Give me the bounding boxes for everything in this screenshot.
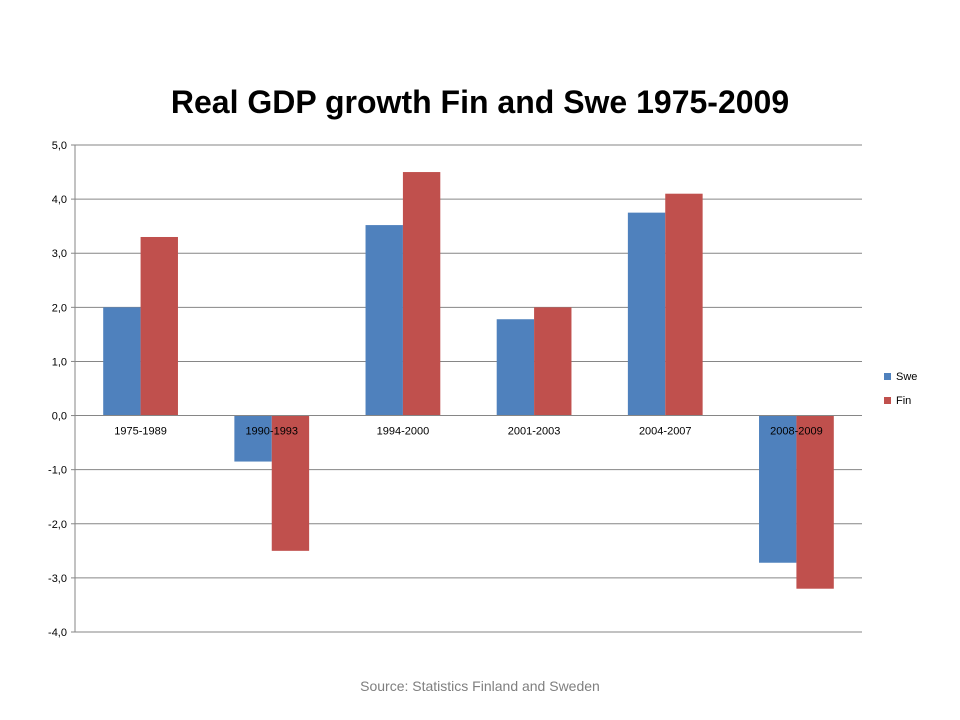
y-tick-label: -3,0: [48, 573, 67, 585]
legend-label-swe: Swe: [896, 371, 917, 383]
y-tick-label: 5,0: [52, 140, 67, 152]
x-tick-label: 2001-2003: [508, 426, 561, 438]
legend: Swe Fin: [884, 371, 917, 407]
legend-swatch-swe: [884, 373, 891, 380]
bar-fin-2001-2003: [534, 307, 572, 416]
bar-swe-2004-2007: [627, 212, 666, 416]
gridlines: [75, 144, 862, 633]
bar-fin-1975-1989: [140, 236, 178, 416]
bar-swe-2008-2009: [759, 415, 797, 563]
bar-swe-1994-2000: [365, 225, 403, 416]
y-tick-label: 3,0: [52, 248, 67, 260]
x-tick-label: 2004-2007: [639, 426, 692, 438]
legend-swatch-fin: [884, 397, 891, 404]
y-tick-label: -4,0: [48, 627, 67, 639]
y-tick-label: 0,0: [52, 411, 67, 423]
bar-fin-2004-2007: [665, 193, 703, 416]
bar-swe-1975-1989: [103, 307, 141, 416]
bars: [103, 172, 834, 589]
y-tick-label: -1,0: [48, 465, 67, 477]
legend-label-fin: Fin: [896, 395, 911, 407]
source-note: Source: Statistics Finland and Sweden: [360, 678, 600, 694]
bar-swe-1990-1993: [234, 415, 272, 462]
x-tick-label: 2008-2009: [770, 426, 823, 438]
y-tick-label: -2,0: [48, 519, 67, 531]
bar-fin-1990-1993: [271, 415, 310, 551]
bar-fin-2008-2009: [796, 415, 834, 589]
y-tick-label: 1,0: [52, 356, 67, 368]
chart-title: Real GDP growth Fin and Swe 1975-2009: [170, 84, 790, 120]
y-tick-label: 4,0: [52, 194, 67, 206]
x-tick-label: 1994-2000: [377, 426, 430, 438]
bar-swe-2001-2003: [496, 319, 535, 416]
bar-fin-1994-2000: [402, 172, 441, 416]
axes: [71, 144, 862, 633]
y-tick-labels: 5,0 4,0 3,0 2,0 1,0 0,0 -1,0 -2,0 -3,0 -4,0: [48, 140, 67, 639]
x-tick-label: 1975-1989: [114, 426, 167, 438]
y-tick-label: 2,0: [52, 302, 67, 314]
x-tick-label: 1990-1993: [245, 426, 298, 438]
x-tick-labels: 1975-1989 1990-1993 1994-2000 2001-2003 2004…: [114, 426, 822, 438]
